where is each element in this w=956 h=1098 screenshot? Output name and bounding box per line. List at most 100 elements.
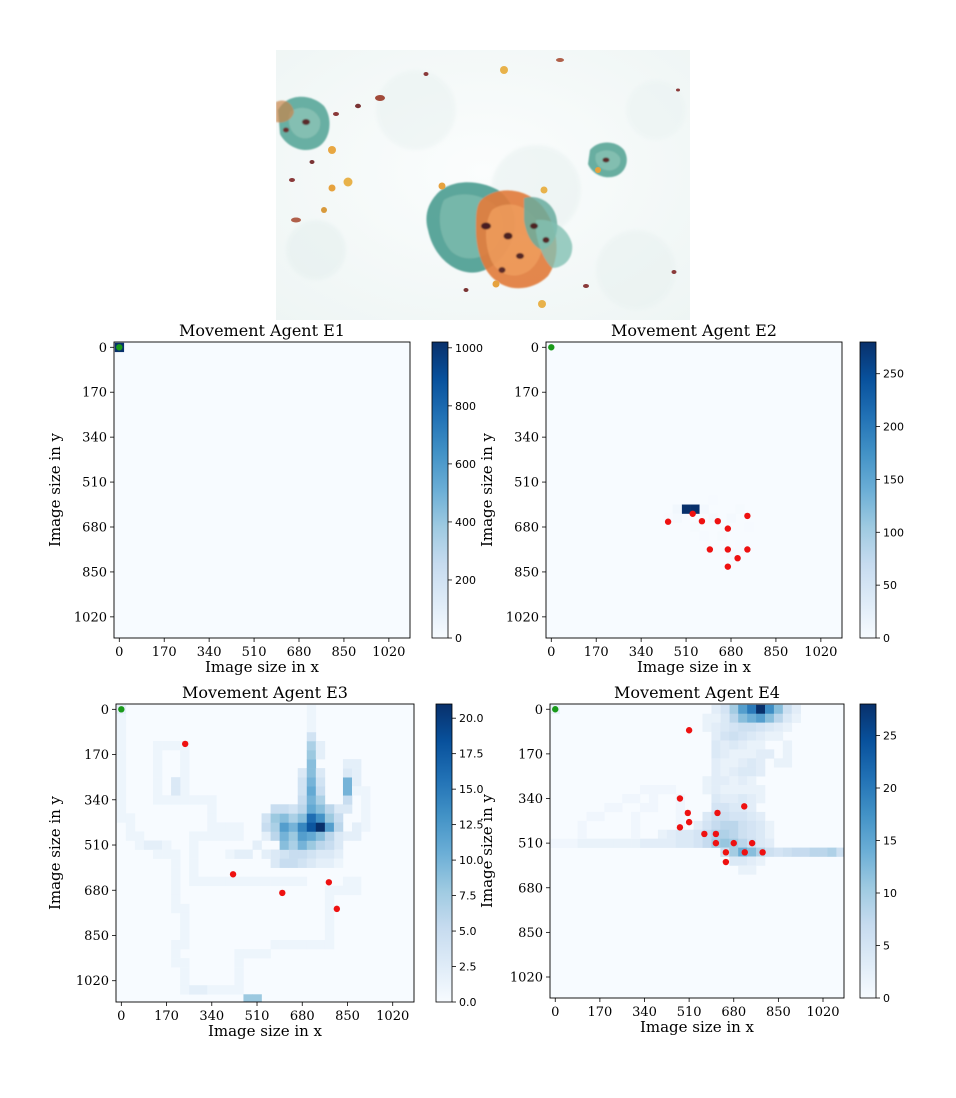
heatmap-cell [782,847,793,857]
heatmap-cell [243,949,253,959]
x-axis-label: Image size in x [205,658,320,676]
target-point [685,818,693,826]
x-tick-label: 680 [290,1009,315,1024]
inflammatory-cells [289,58,680,308]
heatmap-cell [234,967,244,977]
heatmap-cell [738,820,748,831]
x-tick-label: 680 [287,645,312,660]
heatmap-cell [261,831,271,841]
heatmap-panel-e2: Movement Agent E2 0 170 340 510 680 850 1020 0… [478,321,904,676]
heatmap-cell [288,876,299,887]
y-tick-label: 680 [82,521,107,536]
heatmap-cell [152,777,163,787]
y-tick-label: 340 [514,431,539,446]
target-point [744,546,751,553]
x-tick-label: 1020 [804,645,837,660]
heatmap-cell [171,894,181,905]
heatmap-cell [720,713,730,723]
heatmap-cell [756,731,766,741]
x-tick-label: 680 [721,1005,746,1020]
heatmap-cell [315,750,326,760]
heatmap-cell [764,722,775,732]
heatmap-cell [729,749,739,759]
heatmap-cell [306,822,317,832]
heatmap-cell [171,903,181,914]
heatmap-cell [306,840,317,850]
target-point [712,830,720,838]
colorbar-tick-label: 10.0 [459,854,484,867]
colorbar-tick-label: 600 [455,458,476,471]
heatmap-cell [773,847,784,857]
colorbar-tick-label: 50 [883,579,897,592]
heatmap-cell [180,985,190,995]
heatmap-cell [773,758,784,768]
heatmap-cell [729,776,739,786]
x-tick-label: 170 [587,1005,612,1020]
x-tick-label: 0 [117,1009,125,1024]
panel-title: Movement Agent E4 [614,683,780,702]
heatmap-cell [756,740,766,750]
heatmap-cell [729,740,739,750]
heatmap-cell [279,849,289,859]
heatmap-cell [116,777,127,787]
heatmap-cell [747,713,757,723]
x-tick-label: 170 [154,1009,179,1024]
heatmap-cell [315,849,326,859]
heatmap-cell [180,967,190,977]
heatmap-cell [306,786,317,796]
heatmap-cell [116,713,127,724]
heatmap-cell [342,759,353,769]
heatmap-cell [747,704,757,715]
heatmap-cell [764,838,775,848]
heatmap-cell [809,847,819,857]
heatmap-cell [738,722,748,732]
heatmap-cell [152,849,163,859]
heatmap-cell [180,750,190,760]
heatmap-cell [568,838,578,848]
x-tick-label: 1020 [372,645,405,660]
target-point [676,824,684,831]
heatmap-cell [747,731,757,741]
colorbar: 0.0 2.5 5.0 7.5 10.0 12.5 15.0 17.5 20.0 [435,703,484,1009]
heatmap-cell [782,713,793,723]
heatmap-cell [207,876,217,887]
heatmap-cell [729,794,739,804]
colorbar-tick-label: 20.0 [459,712,484,725]
heatmap-cell [702,820,712,831]
heatmap-cells [550,704,844,875]
heatmap-cell [279,840,289,850]
heatmap-cell [234,949,244,959]
heatmap-cell [352,777,362,787]
heatmap-cell [315,795,326,805]
heatmap-cell [720,829,730,839]
heatmap-cell [711,767,721,777]
heatmap-cell [631,838,641,848]
heatmap-cell [729,802,739,813]
heatmap-cell [315,777,326,787]
heatmap-cell [288,831,299,841]
heatmap-cell [631,811,641,822]
heatmap-cell [315,813,326,823]
target-point [724,563,732,570]
heatmap-cell [738,713,748,723]
heatmap-cell [279,822,289,832]
heatmap-cell [711,758,721,768]
heatmap-cell [747,847,757,857]
y-tick-label: 0 [531,341,539,356]
x-tick-label: 510 [677,1005,702,1020]
heatmap-cell [243,876,253,887]
heatmap-cell [791,704,801,715]
x-tick-label: 340 [199,1009,224,1024]
x-tick-label: 340 [197,645,222,660]
heatmap-cell [342,768,353,778]
y-tick-label: 680 [518,881,543,896]
heatmap-cell [720,740,730,750]
colorbar-tick-label: 5.0 [459,925,477,938]
heatmap-cell [306,804,317,814]
heatmap-cell [171,849,181,859]
heatmap-cell [672,513,682,523]
heatmap-cell [756,838,766,848]
heatmap-cell [613,802,623,813]
heatmap-cell [180,976,190,986]
target-point [759,849,766,856]
